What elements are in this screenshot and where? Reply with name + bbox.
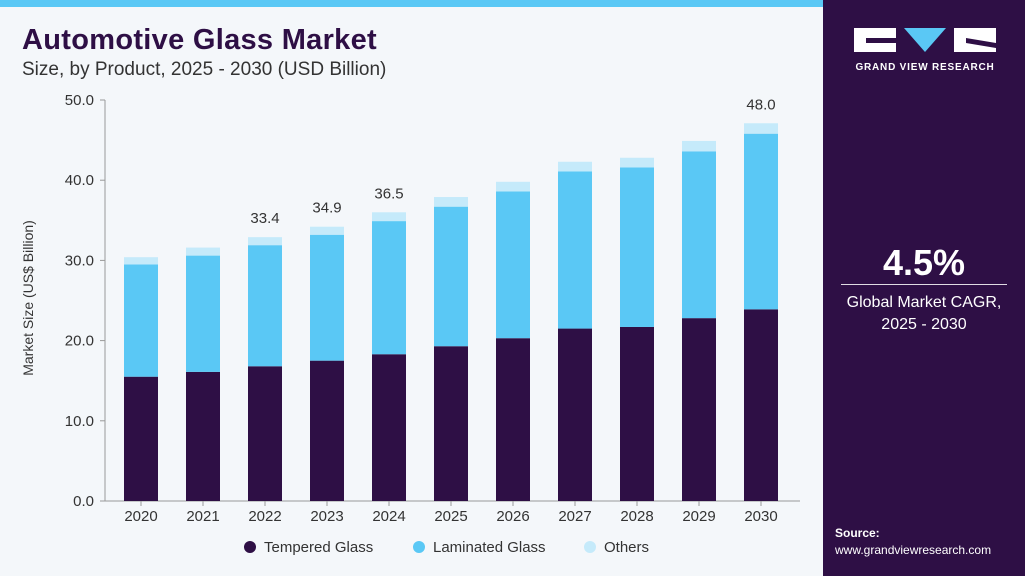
legend-swatch [244, 541, 256, 553]
bar-segment [620, 167, 654, 327]
bar-segment [620, 157, 654, 168]
chart-subtitle: Size, by Product, 2025 - 2030 (USD Billi… [22, 59, 387, 80]
x-tick-label: 2020 [124, 508, 157, 525]
bar-segment [744, 309, 778, 501]
bar-segment [496, 191, 530, 339]
brand-name: GRAND VIEW RESEARCH [855, 62, 995, 73]
bar-segment [434, 206, 468, 347]
bar-segment [682, 318, 716, 501]
cagr-label: Global Market CAGR, 2025 - 2030 [823, 292, 1025, 336]
y-tick-label: 10.0 [65, 413, 94, 430]
bar-segment [558, 161, 592, 172]
y-axis-ticks: 0.0 10.0 20.0 30.0 40.0 50.0 [65, 92, 105, 510]
x-tick-label: 2023 [310, 508, 343, 525]
data-label: 36.5 [374, 185, 403, 202]
brand-logo: GRAND VIEW RESEARCH [852, 26, 998, 73]
bar-segment [496, 181, 530, 192]
y-tick-label: 50.0 [65, 92, 94, 109]
bar-segment [186, 255, 220, 372]
bar-segment [124, 376, 158, 501]
data-label: 34.9 [312, 200, 341, 217]
accent-top-bar [0, 0, 823, 7]
x-tick-label: 2027 [558, 508, 591, 525]
info-side-panel: GRAND VIEW RESEARCH 4.5% Global Market C… [823, 0, 1025, 576]
divider [841, 284, 1007, 285]
bar-segment [124, 257, 158, 265]
bar-segment [682, 151, 716, 319]
legend-label: Others [604, 539, 649, 556]
legend-label: Laminated Glass [433, 539, 546, 556]
bar-segment [124, 264, 158, 377]
x-tick-label: 2024 [372, 508, 405, 525]
bar-segment [372, 354, 406, 501]
cagr-value: 4.5% [882, 242, 966, 283]
x-tick-label: 2022 [248, 508, 281, 525]
source-label: Source: [835, 526, 880, 540]
bar-segment [310, 234, 344, 361]
y-tick-label: 20.0 [65, 333, 94, 350]
legend-swatch [584, 541, 596, 553]
bar-segment [558, 171, 592, 329]
bar-segment [186, 247, 220, 256]
data-label: 33.4 [250, 210, 279, 227]
data-labels: 33.4 34.9 36.5 48.0 [250, 96, 775, 227]
bar-segment [248, 366, 282, 501]
bars [124, 123, 778, 501]
legend: Tempered Glass Laminated Glass Others [244, 539, 649, 556]
x-tick-label: 2029 [682, 508, 715, 525]
bar-segment [372, 221, 406, 355]
bar-segment [248, 245, 282, 367]
bar-segment [682, 140, 716, 152]
x-tick-label: 2028 [620, 508, 653, 525]
cagr-label-line2: 2025 - 2030 [881, 316, 967, 333]
bar-segment [496, 338, 530, 501]
bar-segment [310, 360, 344, 501]
y-axis-label: Market Size (US$ Billion) [20, 220, 36, 376]
bar-segment [186, 371, 220, 501]
bar-segment [248, 237, 282, 246]
bar-segment [558, 328, 592, 501]
bar-segment [744, 133, 778, 310]
stacked-bar-chart: Market Size (US$ Billion) 0.0 10.0 20.0 30.… [20, 92, 800, 556]
cagr-label-line1: Global Market CAGR, [846, 294, 1002, 311]
bar-segment [744, 123, 778, 134]
chart-title: Automotive Glass Market [22, 24, 377, 56]
data-label: 48.0 [746, 96, 775, 113]
bar-segment [372, 212, 406, 222]
source-url: www.grandviewresearch.com [835, 543, 992, 557]
x-tick-label: 2021 [186, 508, 219, 525]
x-axis-ticks: 2020 2021 2022 2023 2024 2025 2026 2027 2028 2029… [124, 501, 778, 525]
bar-segment [434, 197, 468, 207]
x-tick-label: 2026 [496, 508, 529, 525]
y-tick-label: 40.0 [65, 172, 94, 189]
legend-label: Tempered Glass [264, 539, 373, 556]
legend-swatch [413, 541, 425, 553]
bar-segment [434, 346, 468, 501]
gvr-logo-icon [854, 28, 996, 52]
bar-segment [310, 226, 344, 235]
y-tick-label: 30.0 [65, 252, 94, 269]
y-tick-label: 0.0 [73, 493, 94, 510]
bar-segment [620, 326, 654, 501]
x-tick-label: 2030 [744, 508, 777, 525]
x-tick-label: 2025 [434, 508, 467, 525]
